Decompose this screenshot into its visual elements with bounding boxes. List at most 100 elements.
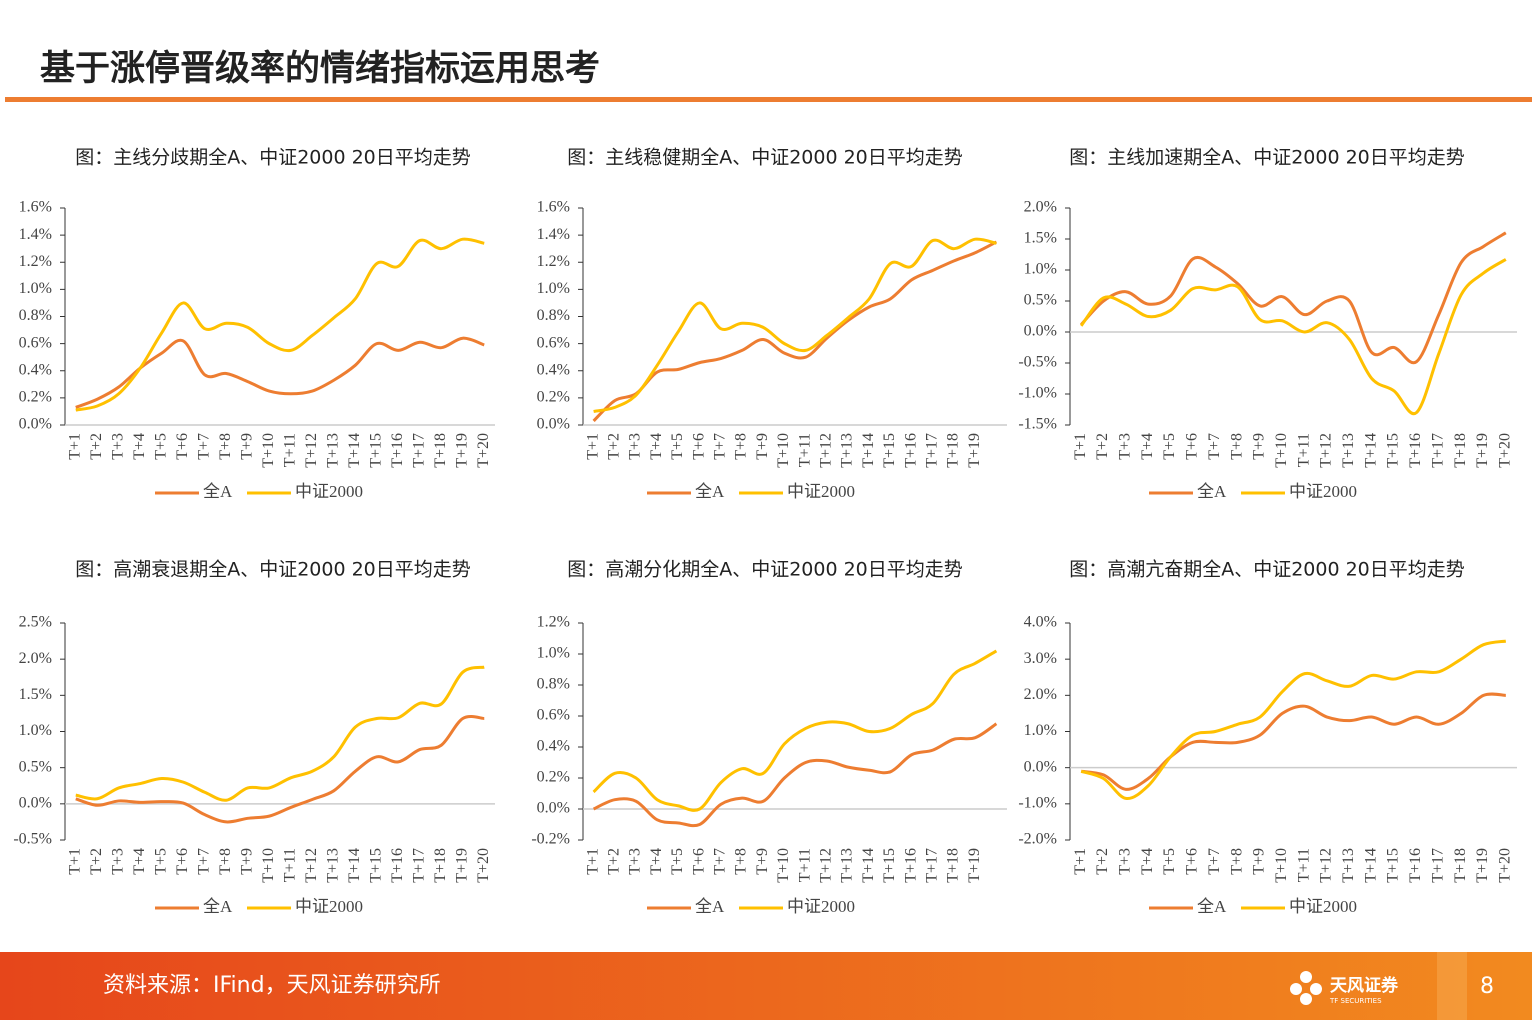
y-tick-label: 1.4% bbox=[19, 226, 52, 243]
x-tick-label: T+3 bbox=[1117, 433, 1134, 460]
x-tick-label: T+7 bbox=[195, 433, 212, 460]
legend-label: 全A bbox=[695, 897, 725, 916]
x-tick-label: T+6 bbox=[690, 433, 707, 460]
x-tick-label: T+12 bbox=[817, 433, 834, 468]
source-note: 资料来源：IFind，天风证券研究所 bbox=[103, 973, 441, 998]
footer-bar bbox=[0, 952, 1532, 1020]
y-tick-label: 1.2% bbox=[19, 253, 52, 270]
x-tick-label: T+17 bbox=[410, 848, 427, 883]
x-tick-label: T+11 bbox=[796, 433, 813, 467]
y-tick-label: 1.6% bbox=[537, 199, 570, 216]
x-tick-label: T+15 bbox=[367, 848, 384, 883]
y-tick-label: 0.0% bbox=[1024, 323, 1057, 340]
y-tick-label: 0.2% bbox=[537, 389, 570, 406]
y-tick-label: 0.8% bbox=[537, 307, 570, 324]
y-tick-label: 1.4% bbox=[537, 226, 570, 243]
y-tick-label: 1.0% bbox=[537, 280, 570, 297]
y-tick-label: 1.0% bbox=[1024, 261, 1057, 278]
x-tick-label: T+8 bbox=[1228, 848, 1245, 875]
y-tick-label: 1.5% bbox=[19, 686, 52, 703]
x-tick-label: T+19 bbox=[453, 848, 470, 883]
x-tick-label: T+15 bbox=[1385, 433, 1402, 468]
x-tick-label: T+11 bbox=[281, 433, 298, 467]
x-tick-label: T+6 bbox=[174, 848, 191, 875]
x-tick-label: T+4 bbox=[131, 848, 148, 875]
x-tick-label: T+4 bbox=[648, 848, 665, 875]
y-tick-label: 0.6% bbox=[537, 334, 570, 351]
legend-label: 全A bbox=[203, 482, 233, 501]
legend-label: 全A bbox=[203, 897, 233, 916]
x-tick-label: T+8 bbox=[1228, 433, 1245, 460]
legend-label: 全A bbox=[1197, 897, 1227, 916]
y-tick-label: 2.0% bbox=[1024, 686, 1057, 703]
y-tick-label: -0.2% bbox=[531, 831, 570, 848]
y-tick-label: 0.8% bbox=[537, 676, 570, 693]
x-tick-label: T+12 bbox=[1318, 848, 1335, 883]
x-tick-label: T+17 bbox=[923, 848, 940, 883]
x-tick-label: T+14 bbox=[860, 848, 877, 883]
x-tick-label: T+13 bbox=[1340, 848, 1357, 883]
y-tick-label: 1.0% bbox=[537, 645, 570, 662]
x-tick-label: T+13 bbox=[839, 848, 856, 883]
x-tick-label: T+10 bbox=[260, 433, 277, 468]
y-tick-label: 1.0% bbox=[19, 722, 52, 739]
x-tick-label: T+12 bbox=[303, 433, 320, 468]
y-tick-label: -0.5% bbox=[1018, 354, 1057, 371]
x-tick-label: T+6 bbox=[1184, 848, 1201, 875]
y-tick-label: 1.6% bbox=[19, 199, 52, 216]
x-tick-label: T+19 bbox=[1474, 848, 1491, 883]
x-tick-label: T+2 bbox=[605, 848, 622, 875]
x-tick-label: T+7 bbox=[1206, 848, 1223, 875]
x-tick-label: T+16 bbox=[1407, 848, 1424, 883]
y-tick-label: 2.0% bbox=[1024, 199, 1057, 216]
y-tick-label: 0.6% bbox=[19, 334, 52, 351]
x-tick-label: T+5 bbox=[669, 848, 686, 875]
x-tick-label: T+20 bbox=[1496, 433, 1513, 468]
series-line bbox=[592, 722, 998, 828]
x-tick-label: T+18 bbox=[945, 848, 962, 883]
y-tick-label: 0.0% bbox=[537, 800, 570, 817]
x-tick-label: T+17 bbox=[1429, 433, 1446, 468]
x-tick-label: T+12 bbox=[303, 848, 320, 883]
x-tick-label: T+4 bbox=[131, 433, 148, 460]
x-tick-label: T+7 bbox=[195, 848, 212, 875]
series-line bbox=[592, 240, 998, 423]
x-tick-label: T+11 bbox=[1295, 433, 1312, 467]
x-tick-label: T+16 bbox=[1407, 433, 1424, 468]
x-tick-label: T+17 bbox=[410, 433, 427, 468]
x-tick-label: T+1 bbox=[66, 433, 83, 460]
x-tick-label: T+10 bbox=[1273, 848, 1290, 883]
y-tick-label: 0.0% bbox=[1024, 758, 1057, 775]
y-tick-label: 2.5% bbox=[19, 614, 52, 631]
series-line bbox=[593, 237, 997, 413]
chart-title: 图：主线分歧期全A、中证2000 20日平均走势 bbox=[75, 147, 471, 169]
x-tick-label: T+9 bbox=[1251, 433, 1268, 460]
y-tick-label: -0.5% bbox=[13, 831, 52, 848]
series-line bbox=[1080, 639, 1507, 800]
x-tick-label: T+20 bbox=[475, 848, 492, 883]
x-tick-label: T+8 bbox=[733, 848, 750, 875]
x-tick-label: T+19 bbox=[966, 433, 983, 468]
x-tick-label: T+9 bbox=[1251, 848, 1268, 875]
legend-label: 中证2000 bbox=[1289, 482, 1357, 501]
x-tick-label: T+7 bbox=[1206, 433, 1223, 460]
x-tick-label: T+2 bbox=[1094, 848, 1111, 875]
series-line bbox=[75, 715, 485, 824]
chart-title: 图：主线加速期全A、中证2000 20日平均走势 bbox=[1069, 147, 1465, 169]
chart-title: 图：高潮亢奋期全A、中证2000 20日平均走势 bbox=[1069, 559, 1465, 581]
x-tick-label: T+4 bbox=[1139, 848, 1156, 875]
legend-label: 中证2000 bbox=[1289, 897, 1357, 916]
x-tick-label: T+5 bbox=[152, 433, 169, 460]
x-tick-label: T+12 bbox=[817, 848, 834, 883]
x-tick-label: T+11 bbox=[796, 848, 813, 882]
x-tick-label: T+2 bbox=[1094, 433, 1111, 460]
x-tick-label: T+15 bbox=[881, 848, 898, 883]
x-tick-label: T+10 bbox=[775, 433, 792, 468]
x-tick-label: T+20 bbox=[475, 433, 492, 468]
x-tick-label: T+7 bbox=[711, 433, 728, 460]
x-tick-label: T+5 bbox=[669, 433, 686, 460]
y-tick-label: 1.0% bbox=[19, 280, 52, 297]
x-tick-label: T+18 bbox=[1452, 848, 1469, 883]
x-tick-label: T+10 bbox=[775, 848, 792, 883]
